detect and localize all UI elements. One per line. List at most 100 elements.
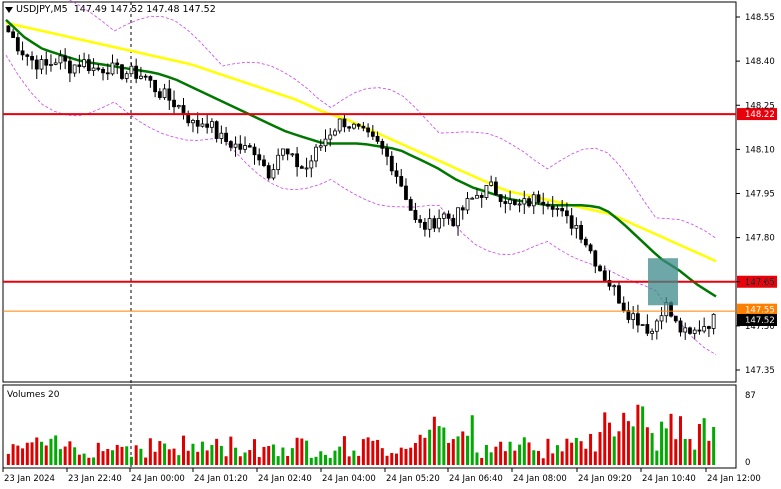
candle-body <box>134 65 139 79</box>
candle-body <box>333 130 337 136</box>
candle-body <box>68 60 72 74</box>
candle-body <box>692 329 697 334</box>
candle-body <box>711 313 716 329</box>
fast-moving-average <box>5 18 717 298</box>
candle-body <box>58 55 63 64</box>
candle-body <box>569 215 574 229</box>
candle-body <box>607 280 612 287</box>
candle-body <box>645 324 650 334</box>
candle-body <box>385 147 389 157</box>
signal-highlight-box <box>648 258 678 306</box>
candle-body <box>484 185 489 198</box>
collapse-arrow-icon[interactable] <box>5 6 13 13</box>
candle-body <box>621 302 626 311</box>
time-tick-label: 24 Jan 01:20 <box>194 474 248 484</box>
time-tick-label: 24 Jan 04:00 <box>322 474 376 484</box>
candle-body <box>404 185 408 200</box>
candle-body <box>262 159 266 166</box>
candle-body <box>77 64 82 67</box>
candle-body <box>413 209 418 220</box>
candle-body <box>394 170 399 177</box>
candle-body <box>418 219 423 223</box>
candle-body <box>110 62 115 75</box>
candle-body <box>6 25 11 33</box>
candle-body <box>205 123 210 128</box>
candle-body <box>517 203 522 206</box>
time-tick-label: 24 Jan 00:00 <box>131 474 185 484</box>
candle-body <box>408 199 413 211</box>
candle-body <box>124 73 129 79</box>
candle-body <box>432 218 437 229</box>
price-tick-label: 148.25 <box>745 101 775 111</box>
candle-body <box>555 208 560 210</box>
candle-body <box>640 324 645 326</box>
candle-body <box>176 105 181 108</box>
volume-min-label: 0 <box>745 458 750 468</box>
candle-body <box>257 154 262 161</box>
candle-body <box>541 201 546 205</box>
candle-body <box>25 54 30 57</box>
candle-body <box>475 195 479 199</box>
candle-body <box>588 244 593 252</box>
candle-body <box>309 160 314 169</box>
candle-body <box>162 88 167 98</box>
candle-body <box>351 123 356 129</box>
price-tick-label: 147.35 <box>745 366 775 376</box>
time-tick-label: 24 Jan 09:20 <box>578 474 632 484</box>
candle-body <box>280 148 285 156</box>
candle-body <box>191 120 195 124</box>
candle-body <box>15 37 20 52</box>
candle-body <box>399 176 404 187</box>
candle-body <box>209 121 214 128</box>
candle-body <box>271 169 276 179</box>
candle-body <box>574 224 579 229</box>
candle-body <box>546 204 550 207</box>
candle-body <box>295 153 300 168</box>
candle-body <box>356 123 361 127</box>
candle-body <box>82 59 86 67</box>
candle-body <box>631 313 636 320</box>
candle-body <box>228 141 233 148</box>
candle-body <box>167 88 172 101</box>
candle-body <box>347 126 352 129</box>
candle-body <box>688 327 692 334</box>
candle-body <box>20 50 25 56</box>
candle-body <box>612 285 617 288</box>
level-tag-orange: 147.55 <box>745 306 775 316</box>
price-panel-frame <box>2 1 737 383</box>
time-tick-label: 23 Jan 22:40 <box>68 474 122 484</box>
candle-body <box>299 166 304 169</box>
candle-body <box>446 213 451 219</box>
candle-body <box>489 181 494 186</box>
time-tick-label: 24 Jan 10:40 <box>642 474 696 484</box>
candle-body <box>654 320 659 332</box>
candle-body <box>470 197 475 200</box>
volume-panel-title: Volumes 20 <box>7 390 60 400</box>
candle-body <box>86 59 91 71</box>
candle-body <box>337 118 342 132</box>
volume-panel-frame <box>2 384 737 469</box>
price-tick-label: 147.80 <box>745 234 775 244</box>
candle-body <box>172 99 176 108</box>
level-tag-lower: 147.65 <box>745 278 775 288</box>
price-tick-label: 147.50 <box>745 322 775 332</box>
price-tick-label: 148.10 <box>745 145 775 155</box>
candle-body <box>707 326 711 329</box>
candle-body <box>441 213 446 219</box>
price-tick-label: 148.55 <box>745 13 775 23</box>
candle-body <box>593 250 598 267</box>
candle-body <box>96 67 101 70</box>
candle-body <box>233 143 238 148</box>
time-tick-label: 23 Jan 2024 <box>4 474 55 484</box>
candle-body <box>181 105 186 114</box>
slow-moving-average <box>5 21 717 263</box>
candle-body <box>422 221 427 230</box>
candle-body <box>200 123 205 127</box>
price-tick-label: 147.95 <box>745 190 775 200</box>
candle-body <box>72 64 77 74</box>
candle-body <box>120 64 124 79</box>
candle-body <box>195 120 200 127</box>
candle-body <box>328 134 333 140</box>
candle-body <box>266 165 271 179</box>
